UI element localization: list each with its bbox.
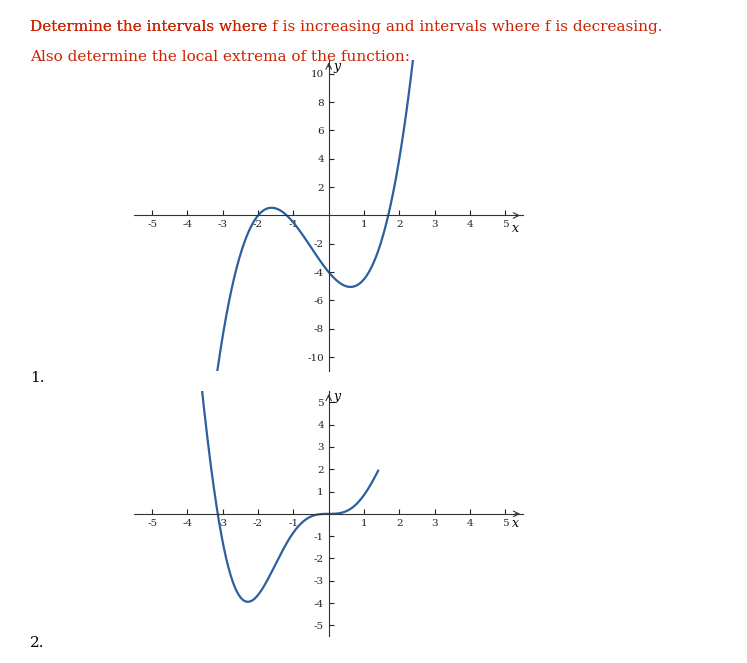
Text: Determine the intervals where f is increasing and intervals where f is decreasin: Determine the intervals where f is incre… [30,20,663,34]
Text: 1.: 1. [30,371,44,385]
Text: Also determine the local extrema of the function:: Also determine the local extrema of the … [30,50,410,64]
Text: y: y [334,60,341,72]
Text: x: x [512,223,519,235]
Text: x: x [512,517,519,530]
Text: 2.: 2. [30,636,44,650]
Text: Determine the intervals where: Determine the intervals where [30,20,272,34]
Text: y: y [334,390,341,403]
